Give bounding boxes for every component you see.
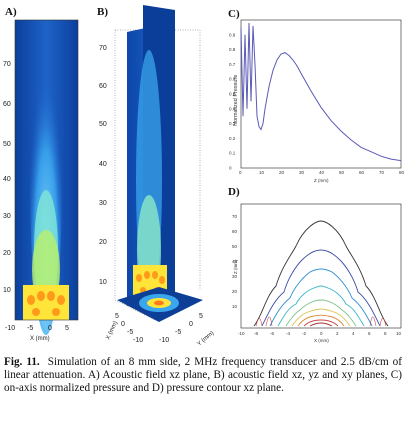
x-tick: 0	[121, 321, 125, 328]
x-tick: -5	[27, 325, 33, 332]
y-tick: 0	[229, 166, 232, 171]
panel-c-chart: 0.9 0.8 0.7 0.6 0.5 0.4 0.3 0.2 0.1 0 0 10 20 30 40 50…	[229, 19, 405, 183]
x-tick: -6	[270, 331, 274, 336]
y-tick: 0.8	[229, 47, 236, 52]
panel-c-y-ticks: 0.9 0.8 0.7 0.6 0.5 0.4 0.3 0.2 0.1 0	[229, 32, 236, 170]
panel-d-y-ticks: 70 60 50 40 30 20 10	[232, 214, 238, 309]
x-tick: 4	[352, 331, 355, 336]
panel-d-label: D)	[228, 186, 240, 198]
x-tick: 40	[319, 170, 325, 175]
panel-d-x-ticks: -10 -8 -6 -4 -2 0 2 4 6 8 10	[238, 331, 402, 336]
y-tick: 0.5	[229, 92, 236, 97]
x-tick: 6	[368, 331, 371, 336]
y-tick: 0.9	[229, 32, 236, 37]
panel-b-label: B)	[97, 6, 108, 18]
y-tick: 0.4	[229, 106, 236, 111]
y-tick: 0.7	[229, 62, 236, 67]
z-tick: 20	[99, 239, 107, 246]
x-tick: 5	[65, 325, 69, 332]
x-tick: -4	[286, 331, 290, 336]
y-tick: 0.3	[229, 121, 236, 126]
x-tick: -8	[254, 331, 258, 336]
y-tick: 20	[232, 289, 238, 294]
x-tick: -2	[302, 331, 306, 336]
panel-b-3d-field: 70 60 50 40 30 20 10 5 0 -5 -10 -10 -5 0…	[99, 5, 215, 348]
y-tick: 40	[3, 176, 11, 183]
panel-b-ylabel: Y (mm)	[196, 330, 215, 347]
panel-b-y-ticks: -10 -5 0 5	[159, 313, 203, 344]
panel-c-plot-area	[240, 19, 402, 169]
y-tick: 60	[232, 229, 238, 234]
z-tick: 30	[99, 200, 107, 207]
z-tick: 10	[99, 279, 107, 286]
figure-caption: Fig. 11. Simulation of an 8 mm side, 2 M…	[4, 356, 402, 395]
panel-c-xlabel: Z (mm)	[314, 178, 329, 183]
x-tick: 20	[279, 170, 285, 175]
x-tick: -5	[127, 329, 133, 336]
y-tick: 60	[3, 101, 11, 108]
x-tick: -10	[133, 337, 143, 344]
panel-a-acoustic-field: 70 60 50 40 30 20 10 -10 -5 0 5 X (mm)	[3, 19, 79, 342]
y-tick: 30	[3, 213, 11, 220]
y-tick: 70	[232, 214, 238, 219]
panel-d-plot-area	[240, 203, 402, 329]
x-tick: 70	[379, 170, 385, 175]
y-tick: 50	[232, 244, 238, 249]
figure-number: Fig. 11.	[4, 356, 40, 368]
y-tick: 0.1	[229, 151, 236, 156]
z-tick: 50	[99, 121, 107, 128]
x-tick: 60	[359, 170, 365, 175]
y-tick: 0.2	[229, 136, 236, 141]
y-tick: -5	[175, 329, 181, 336]
y-tick: 0.6	[229, 77, 236, 82]
x-tick: 30	[299, 170, 305, 175]
panel-c-label: C)	[228, 8, 240, 20]
x-tick: 10	[396, 331, 402, 336]
panel-a-x-ticks: -10 -5 0 5	[5, 325, 69, 332]
y-tick: 20	[3, 250, 11, 257]
x-tick: -10	[5, 325, 15, 332]
y-tick: 70	[3, 61, 11, 68]
z-tick: 70	[99, 45, 107, 52]
x-tick: 0	[239, 170, 242, 175]
panel-a-xlabel: X (mm)	[30, 336, 50, 342]
y-tick: 5	[199, 313, 203, 320]
y-tick: 30	[232, 274, 238, 279]
panel-b-x-ticks: 5 0 -5 -10	[115, 313, 143, 344]
x-tick: 0	[48, 325, 52, 332]
x-tick: 8	[384, 331, 387, 336]
panel-c-x-ticks: 0 10 20 30 40 50 60 70 80	[239, 170, 405, 175]
panel-a-y-ticks: 70 60 50 40 30 20 10	[3, 61, 11, 294]
panel-d-xlabel: X (mm)	[314, 338, 329, 343]
y-tick: 40	[232, 259, 238, 264]
x-tick: 5	[115, 313, 119, 320]
x-tick: 10	[259, 170, 265, 175]
x-tick: 50	[339, 170, 345, 175]
y-tick: 10	[232, 304, 238, 309]
x-tick: 2	[336, 331, 339, 336]
panel-b-xlabel: X (mm)	[105, 320, 119, 340]
y-tick: 0	[189, 321, 193, 328]
x-tick: 0	[320, 331, 323, 336]
panel-a-label: A)	[5, 6, 17, 18]
y-tick: 10	[3, 287, 11, 294]
panel-d-ylabel: Z (mm)	[233, 259, 238, 274]
x-tick: -10	[238, 331, 245, 336]
panel-d-contour: 70 60 50 40 30 20 10 -10 -8 -6 -4 -2 0 2…	[232, 203, 402, 343]
panel-b-z-ticks: 70 60 50 40 30 20 10	[99, 45, 107, 286]
y-tick: 50	[3, 141, 11, 148]
z-tick: 40	[99, 161, 107, 168]
z-tick: 60	[99, 83, 107, 90]
caption-text: Simulation of an 8 mm side, 2 MHz freque…	[4, 356, 402, 394]
y-tick: -10	[159, 337, 169, 344]
panel-c-ylabel: Normalized Pressure	[233, 75, 239, 126]
x-tick: 80	[399, 170, 405, 175]
panel-c-series-line	[240, 22, 402, 162]
